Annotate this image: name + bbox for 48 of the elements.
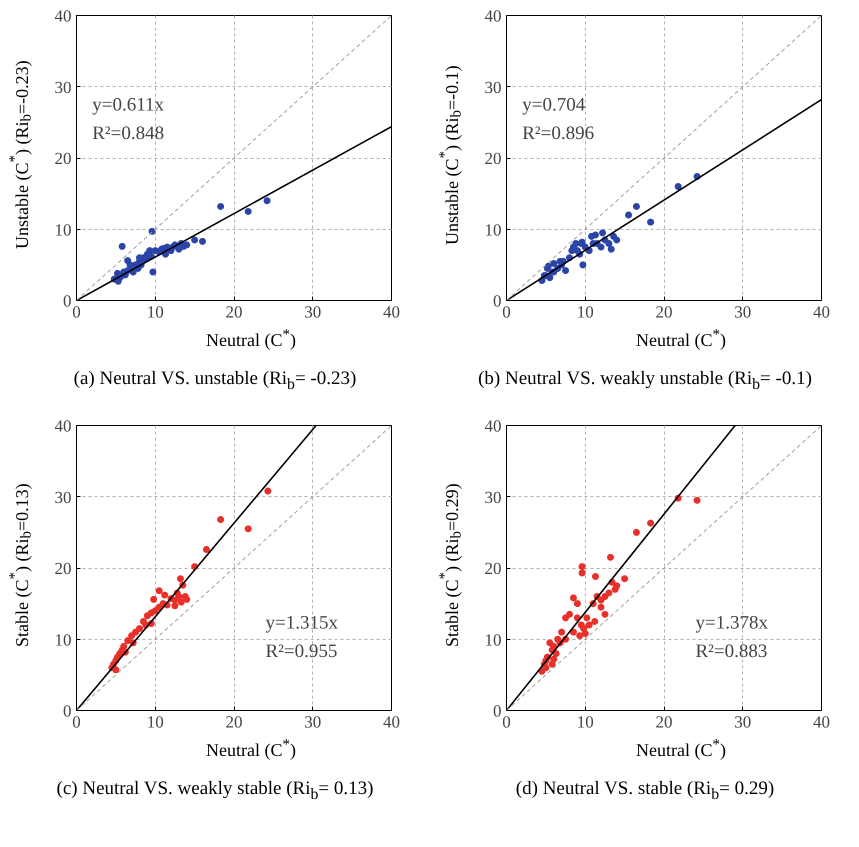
y-tick-label: 30	[54, 488, 72, 507]
x-tick-label: 10	[146, 712, 164, 732]
y-tick-label: 10	[54, 220, 72, 240]
x-tick-label: 20	[656, 712, 672, 732]
text: (d) Neutral VS. stable (Ri$_{b}$= 0.29)	[514, 777, 776, 805]
x-tick-label: 20	[226, 712, 242, 732]
y-tick-label: 40	[54, 6, 72, 26]
y-tick-label: 30	[54, 78, 72, 97]
x-axis-title: Neutral (C$^{*}$)	[205, 326, 297, 352]
annotation: R²=0.848	[92, 122, 164, 144]
y-tick-label: 20	[484, 149, 502, 168]
x-tick-label: 30	[734, 302, 752, 322]
x-tick-label: 40	[813, 302, 830, 322]
x-axis-title: Neutral (C$^{*}$)	[635, 736, 727, 762]
y-tick-label: 10	[484, 630, 502, 650]
x-tick-label: 40	[813, 712, 830, 732]
text: (c) Neutral VS. weakly stable (Ri$_{b}$= 0.13)	[56, 777, 374, 805]
annotation: y=0.704	[522, 94, 586, 116]
y-tick-label: 20	[54, 559, 72, 578]
annotation: R²=0.955	[266, 641, 338, 662]
y-tick-label: 40	[54, 416, 72, 436]
text: (a) Neutral VS. unstable (Ri$_{b}$= -0.23)	[72, 367, 358, 395]
x-tick-label: 20	[656, 302, 672, 322]
y-tick-label: 10	[484, 220, 502, 240]
x-tick-label: 30	[304, 712, 322, 732]
y-tick-label: 40	[484, 416, 502, 436]
annotation: y=0.611x	[92, 94, 165, 116]
x-tick-label: 40	[383, 712, 400, 732]
y-tick-label: 20	[484, 559, 502, 578]
x-tick-label: 20	[226, 302, 242, 322]
x-axis-title: Neutral (C$^{*}$)	[635, 326, 727, 352]
y-tick-label: 30	[484, 488, 502, 507]
y-tick-label: 40	[484, 6, 502, 26]
x-tick-label: 10	[576, 712, 594, 732]
y-tick-label: 30	[484, 78, 502, 97]
annotation: y=1.378x	[696, 612, 768, 634]
y-tick-label: 20	[54, 149, 72, 168]
annotation: R²=0.896	[522, 122, 594, 144]
x-tick-label: 30	[734, 712, 752, 732]
x-tick-label: 30	[304, 302, 322, 322]
y-tick-label: 10	[54, 630, 72, 650]
x-axis-title: Neutral (C$^{*}$)	[205, 736, 297, 762]
x-tick-label: 40	[383, 302, 400, 322]
annotation: y=1.315x	[266, 612, 338, 634]
annotation: R²=0.883	[696, 641, 768, 662]
x-tick-label: 10	[576, 302, 594, 322]
x-tick-label: 10	[146, 302, 164, 322]
text: (b) Neutral VS. weakly unstable (Ri$_{b}$= -0.1)	[477, 367, 813, 395]
